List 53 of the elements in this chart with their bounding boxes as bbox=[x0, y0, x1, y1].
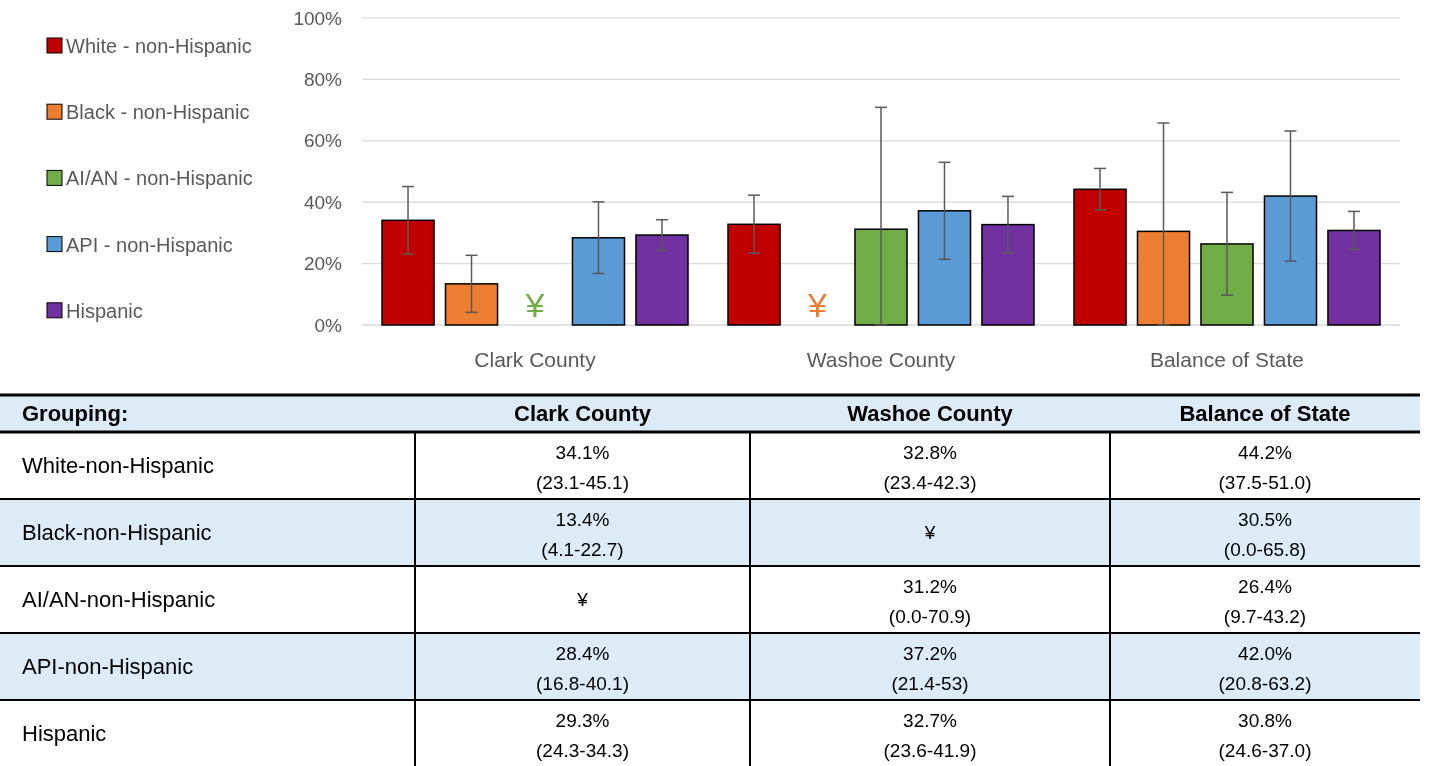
data-label: 32.7% (23.6-41.9) bbox=[883, 709, 977, 761]
data-label: 30.5% (0.0-65.8) bbox=[1223, 508, 1307, 560]
bar bbox=[571, 237, 626, 326]
y-tick-label: 0% bbox=[314, 314, 343, 336]
legend-label: Black - non-Hispanic bbox=[66, 101, 250, 124]
bar bbox=[981, 223, 1035, 326]
data-label: 31.2% (0.0-70.9) bbox=[888, 575, 972, 627]
data-label: 34.1% (23.1-45.1) bbox=[536, 441, 629, 493]
bar bbox=[444, 283, 499, 326]
y-tick-label: 20% bbox=[303, 253, 343, 275]
category-label: Clark County bbox=[514, 401, 651, 427]
category-label: Washoe County bbox=[847, 401, 1013, 427]
legend-label: Hispanic bbox=[66, 299, 143, 322]
data-label: 37.2% (21.4-53) bbox=[891, 642, 969, 694]
text: API-non-Hispanic bbox=[22, 654, 194, 680]
y-tick-label: 80% bbox=[303, 69, 343, 91]
data-label: 28.4% (16.8-40.1) bbox=[536, 642, 629, 694]
legend-label: AI/AN - non-Hispanic bbox=[66, 167, 253, 190]
x-tick-label: Clark County bbox=[474, 348, 597, 371]
data-label: 44.2% (37.5-51.0) bbox=[1218, 441, 1312, 493]
bar bbox=[917, 210, 972, 326]
bar bbox=[381, 219, 435, 326]
x-tick-label: Washoe County bbox=[806, 348, 956, 371]
data-label: 32.8% (23.4-42.3) bbox=[883, 441, 977, 493]
bar bbox=[727, 223, 781, 326]
legend-label: API - non-Hispanic bbox=[66, 233, 233, 256]
text: Hispanic bbox=[22, 721, 107, 747]
bar bbox=[854, 228, 908, 326]
x-tick-label: Balance of State bbox=[1149, 348, 1305, 371]
y-tick-label: 40% bbox=[303, 191, 343, 213]
data-label: 26.4% (9.7-43.2) bbox=[1223, 575, 1307, 627]
text: ¥ bbox=[525, 286, 545, 324]
text: AI/AN-non-Hispanic bbox=[22, 587, 216, 613]
bar bbox=[1263, 195, 1318, 326]
text: ¥ bbox=[924, 522, 936, 544]
category-label: Balance of State bbox=[1179, 401, 1351, 427]
data-label: 42.0% (20.8-63.2) bbox=[1218, 642, 1312, 694]
data-label: 30.8% (24.6-37.0) bbox=[1218, 709, 1312, 761]
y-tick-label: 100% bbox=[293, 7, 343, 29]
text: White-non-Hispanic bbox=[22, 453, 214, 479]
data-label: 29.3% (24.3-34.3) bbox=[536, 709, 629, 761]
bar bbox=[1073, 188, 1127, 326]
text: Grouping: bbox=[22, 401, 129, 427]
text: ¥ bbox=[808, 286, 827, 324]
bar bbox=[1136, 230, 1191, 326]
text: ¥ bbox=[577, 589, 588, 611]
legend-label: White - non-Hispanic bbox=[66, 35, 252, 57]
data-label: 13.4% (4.1-22.7) bbox=[541, 508, 624, 560]
bar bbox=[635, 234, 689, 326]
bar bbox=[1200, 243, 1254, 326]
text: Black-non-Hispanic bbox=[22, 520, 212, 546]
y-tick-label: 60% bbox=[303, 130, 343, 152]
bar bbox=[1327, 229, 1381, 326]
